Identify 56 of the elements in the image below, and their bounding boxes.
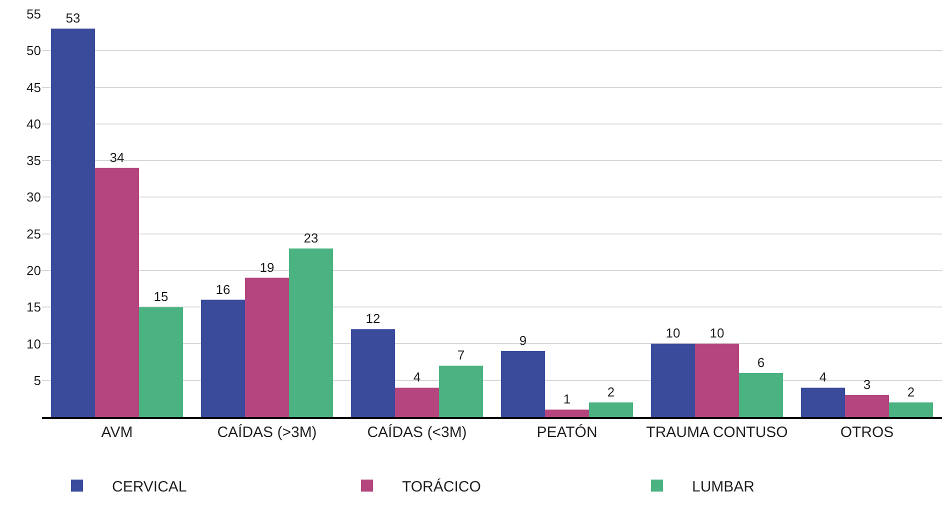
bar bbox=[695, 344, 739, 417]
bar bbox=[845, 395, 889, 417]
data-label: 9 bbox=[519, 333, 527, 348]
x-tick-label: PEATÓN bbox=[536, 422, 598, 441]
data-label: 2 bbox=[607, 384, 615, 400]
y-tick-label: 55 bbox=[26, 6, 41, 22]
legend-label: CERVICAL bbox=[112, 478, 187, 496]
y-tick-label: 50 bbox=[26, 43, 41, 58]
bar bbox=[139, 307, 183, 417]
x-tick-label: OTROS bbox=[840, 424, 894, 441]
data-label: 10 bbox=[666, 326, 680, 341]
data-label: 34 bbox=[110, 150, 124, 165]
data-label: 6 bbox=[757, 355, 765, 370]
data-label: 15 bbox=[154, 289, 168, 304]
bar bbox=[589, 402, 633, 417]
y-tick-label: 15 bbox=[26, 300, 41, 315]
data-label: 1 bbox=[563, 392, 571, 407]
bar bbox=[95, 168, 139, 417]
y-tick-label: 45 bbox=[26, 80, 41, 95]
bar bbox=[501, 351, 545, 417]
bar bbox=[351, 329, 395, 417]
legend-label: TORÁCICO bbox=[402, 477, 481, 496]
data-label: 4 bbox=[819, 370, 827, 385]
y-tick-label: 30 bbox=[26, 190, 41, 205]
bar bbox=[51, 28, 95, 417]
x-tick-label: CAÍDAS (<3M) bbox=[367, 422, 467, 441]
bar bbox=[395, 388, 439, 417]
bar bbox=[739, 373, 783, 417]
bar bbox=[889, 402, 933, 417]
y-tick-label: 20 bbox=[26, 263, 41, 278]
bar bbox=[651, 344, 695, 417]
y-tick-label: 40 bbox=[26, 116, 41, 132]
bar bbox=[545, 410, 589, 417]
data-label: 23 bbox=[304, 230, 318, 246]
bar bbox=[245, 278, 289, 417]
bar bbox=[801, 388, 845, 417]
bar bbox=[201, 300, 245, 417]
data-label: 3 bbox=[863, 377, 871, 392]
bar bbox=[439, 366, 483, 417]
y-tick-label: 10 bbox=[26, 336, 41, 352]
data-label: 2 bbox=[907, 384, 915, 400]
bar bbox=[289, 248, 333, 417]
data-label: 10 bbox=[710, 326, 724, 341]
x-tick-label: AVM bbox=[101, 424, 133, 441]
x-tick-label: TRAUMA CONTUSO bbox=[646, 424, 788, 441]
data-label: 7 bbox=[457, 348, 465, 363]
data-label: 4 bbox=[413, 370, 421, 385]
data-label: 53 bbox=[66, 10, 80, 26]
legend-label: LUMBAR bbox=[692, 478, 755, 496]
x-tick-label: CAÍDAS (>3M) bbox=[217, 422, 317, 441]
y-tick-label: 5 bbox=[34, 372, 41, 388]
y-tick-label: 35 bbox=[26, 153, 41, 168]
y-tick-label: 25 bbox=[26, 226, 41, 242]
data-label: 19 bbox=[260, 260, 274, 275]
data-label: 16 bbox=[216, 282, 230, 297]
data-label: 12 bbox=[366, 311, 380, 326]
